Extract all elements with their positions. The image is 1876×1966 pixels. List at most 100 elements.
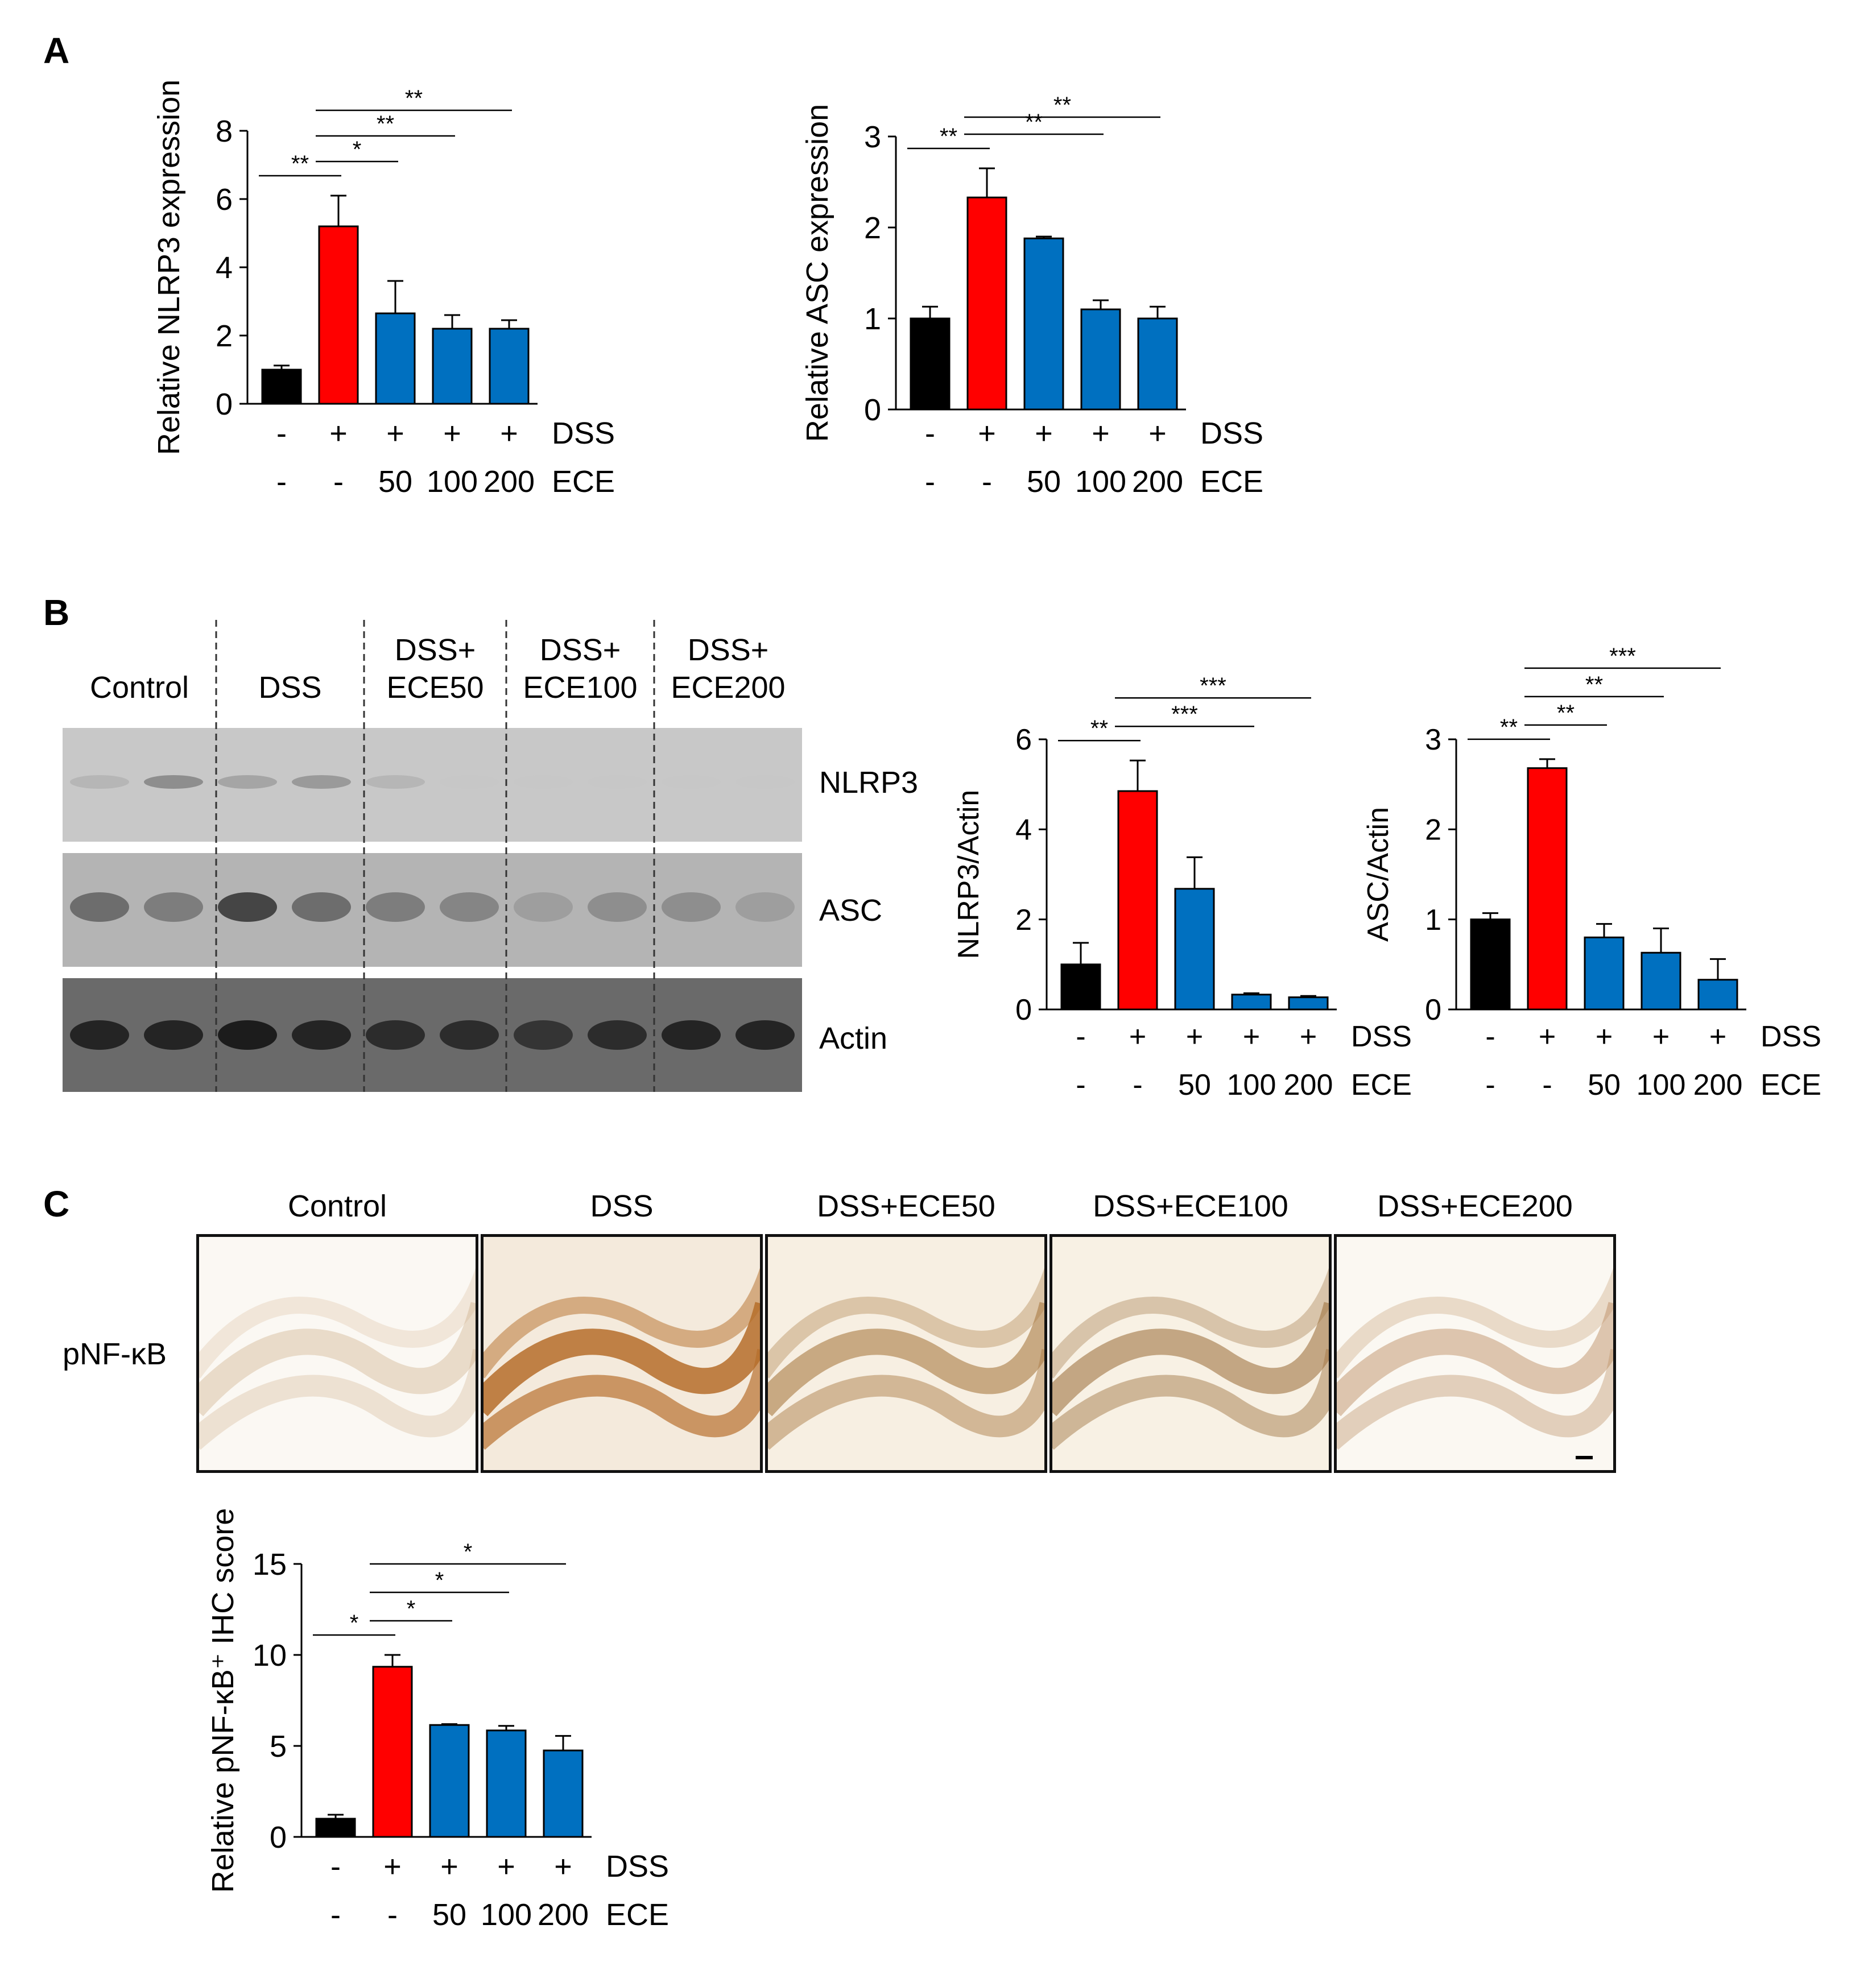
bar	[1174, 888, 1215, 1011]
tissue-layer	[768, 1302, 1044, 1417]
blot-image	[63, 620, 802, 1092]
dss-label: +	[497, 1849, 515, 1884]
significance-marker: **	[1585, 672, 1603, 697]
ece-label: -	[333, 465, 344, 499]
bar	[1584, 936, 1625, 1011]
blot-band	[292, 892, 351, 922]
blot-band	[735, 1020, 795, 1050]
y-tick-label: 6	[216, 183, 233, 217]
ihc-image	[196, 1234, 478, 1473]
ihc-image-row: Control DSS DSS+ECE50 DSS+ECE100 DSS+ECE200	[196, 1189, 1630, 1484]
blot-band	[144, 775, 203, 789]
dss-label: +	[1092, 416, 1110, 450]
bar	[1117, 790, 1158, 1011]
ece-label: 50	[378, 465, 412, 499]
ece-label: 200	[1693, 1069, 1743, 1102]
blot-lane-header-line2: ECE100	[523, 670, 638, 705]
bar	[318, 225, 359, 405]
blot-band	[70, 892, 129, 922]
bar	[261, 369, 302, 405]
blot-lane-header-line2: ECE50	[386, 670, 484, 705]
blot-row-label-actin: Actin	[819, 1021, 888, 1056]
ihc-tissue-drawing	[199, 1268, 476, 1450]
bar	[432, 328, 473, 405]
y-axis-label: NLRP3/Actin	[952, 790, 985, 959]
blot-band	[735, 775, 795, 789]
blot-band	[514, 1020, 573, 1050]
bar	[489, 328, 530, 405]
bar	[1697, 979, 1738, 1011]
ece-label: -	[1133, 1069, 1142, 1102]
ece-label: 50	[432, 1898, 466, 1932]
y-tick-label: 1	[1425, 904, 1441, 937]
bar	[1288, 996, 1329, 1011]
ece-label: -	[276, 465, 287, 499]
ece-label: 100	[481, 1898, 532, 1932]
y-tick-label: 6	[1015, 723, 1032, 756]
dss-label: -	[925, 416, 935, 450]
blot-band	[366, 775, 425, 789]
bar	[1470, 918, 1511, 1011]
panel-label-a: A	[43, 30, 70, 71]
ece-label: 100	[427, 465, 478, 499]
bar	[1641, 951, 1681, 1011]
ece-row-label: ECE	[1761, 1069, 1821, 1102]
significance-marker: *	[407, 1596, 416, 1621]
blot-band	[514, 892, 573, 922]
significance-marker: ***	[1200, 673, 1226, 698]
blot-lane-header: DSS+	[687, 633, 769, 667]
blot-lane-header-line2: ECE200	[671, 670, 786, 705]
y-axis-label: Relative pNF-κB⁺ IHC score	[206, 1508, 240, 1893]
y-tick-label: 1	[864, 302, 881, 336]
significance-marker: **	[1053, 93, 1071, 118]
dss-label: +	[1539, 1020, 1556, 1053]
ece-label: 200	[538, 1898, 589, 1932]
dss-label: +	[1652, 1020, 1670, 1053]
bar	[1137, 317, 1178, 411]
dss-label: +	[1596, 1020, 1613, 1053]
bar	[1231, 994, 1272, 1011]
ihc-tissue-drawing	[1052, 1268, 1329, 1450]
scale-bar	[1576, 1456, 1593, 1459]
ihc-title: DSS+ECE100	[1093, 1189, 1288, 1223]
y-tick-label: 4	[216, 251, 233, 285]
tissue-layer	[1052, 1268, 1329, 1379]
blot-band	[218, 1020, 277, 1050]
tissue-layer	[484, 1302, 760, 1417]
y-tick-label: 0	[270, 1820, 287, 1855]
y-tick-label: 2	[216, 319, 233, 353]
blot-band	[144, 892, 203, 922]
bar	[1060, 963, 1101, 1011]
y-tick-label: 10	[253, 1638, 287, 1673]
dss-row-label: DSS	[606, 1849, 669, 1884]
y-tick-label: 0	[1425, 994, 1441, 1027]
y-tick-label: 2	[1015, 904, 1032, 937]
y-tick-label: 15	[253, 1547, 287, 1582]
bar	[429, 1724, 470, 1838]
blot-band	[144, 1020, 203, 1050]
dss-label: -	[1485, 1020, 1495, 1053]
tissue-layer	[1337, 1268, 1613, 1379]
panel-label-b: B	[43, 592, 70, 633]
tissue-layer	[1052, 1302, 1329, 1417]
dss-label: +	[978, 416, 996, 450]
y-tick-label: 2	[1425, 814, 1441, 847]
y-tick-label: 4	[1015, 814, 1032, 847]
bar	[1080, 308, 1121, 411]
y-tick-label: 5	[270, 1729, 287, 1764]
dss-label: +	[1148, 416, 1167, 450]
blot-band	[292, 775, 351, 789]
significance-marker: ***	[1171, 702, 1198, 727]
tissue-layer	[484, 1349, 760, 1450]
bar	[966, 196, 1007, 411]
significance-marker: **	[1025, 110, 1043, 135]
dss-label: -	[330, 1849, 341, 1884]
blot-band	[662, 775, 721, 789]
ece-label: -	[387, 1898, 398, 1932]
ihc-title: DSS	[590, 1189, 654, 1223]
ihc-tissue-drawing	[484, 1268, 760, 1450]
significance-marker: ***	[1609, 644, 1636, 669]
blot-lane-headers: Control DSS DSS+ ECE50 DSS+ ECE100 DSS+ ECE200	[63, 620, 802, 722]
